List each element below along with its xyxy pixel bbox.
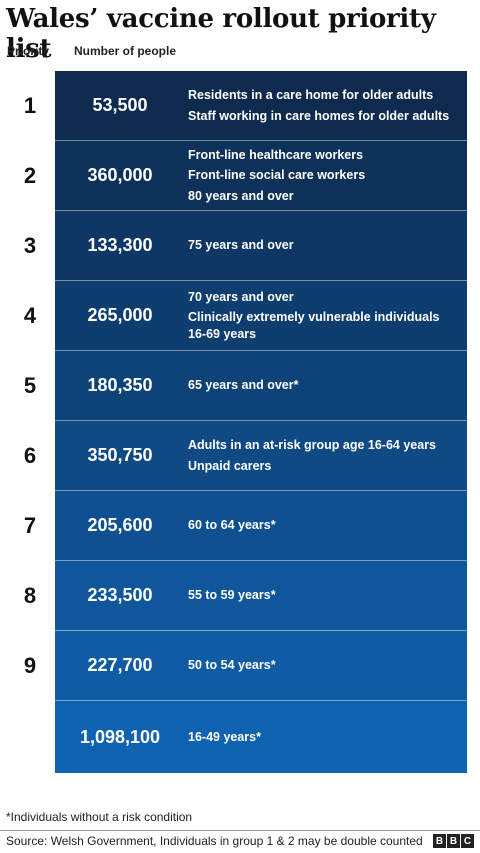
people-count: 1,098,100 bbox=[79, 726, 161, 747]
bbc-logo: B B C bbox=[433, 834, 474, 848]
group-label: Front-line healthcare workers bbox=[188, 148, 364, 163]
priority-number: 2 bbox=[23, 162, 37, 188]
table-row: 4 265,000 70 years and over Clinically extr… bbox=[24, 281, 467, 351]
people-count: 180,350 bbox=[87, 375, 153, 395]
priority-groups: 16-49 years* bbox=[188, 701, 461, 773]
priority-number bbox=[15, 701, 45, 773]
group-label: 75 years and over bbox=[188, 238, 294, 253]
table-row: 8 233,500 55 to 59 years* bbox=[24, 561, 467, 631]
group-label: 16-49 years* bbox=[188, 729, 261, 744]
bbc-logo-letter: B bbox=[433, 834, 446, 848]
group-label: 80 years and over bbox=[188, 188, 294, 203]
footnote: *Individuals without a risk condition bbox=[6, 810, 193, 824]
people-count: 350,750 bbox=[87, 445, 153, 465]
priority-groups: Adults in an at-risk group age 16-64 yea… bbox=[188, 421, 461, 490]
group-label: 55 to 59 years* bbox=[188, 588, 276, 603]
priority-number: 5 bbox=[23, 372, 37, 398]
group-label: 60 to 64 years* bbox=[188, 518, 276, 533]
bbc-logo-letter: C bbox=[461, 834, 474, 848]
priority-number: 3 bbox=[23, 232, 37, 258]
priority-number: 8 bbox=[23, 582, 37, 608]
table-row: 6 350,750 Adults in an at-risk group age 1… bbox=[24, 421, 467, 491]
priority-number: 6 bbox=[23, 442, 37, 468]
priority-groups: Residents in a care home for older adult… bbox=[188, 71, 461, 140]
group-label: Adults in an at-risk group age 16-64 yea… bbox=[188, 438, 436, 453]
group-label: Unpaid carers bbox=[188, 458, 272, 473]
priority-table: 1 53,500 Residents in a care home for olde… bbox=[24, 71, 467, 773]
source-note: Source: Welsh Government, Individuals in… bbox=[6, 834, 423, 848]
priority-groups: 65 years and over* bbox=[188, 351, 461, 420]
priority-number: 9 bbox=[23, 652, 37, 678]
group-label: 65 years and over* bbox=[188, 378, 299, 393]
people-count: 227,700 bbox=[87, 655, 153, 675]
group-label: Clinically extremely vulnerable individu… bbox=[188, 310, 440, 341]
table-row: 1,098,100 16-49 years* bbox=[55, 701, 467, 773]
group-label: 50 to 54 years* bbox=[188, 658, 276, 673]
footer-divider bbox=[0, 830, 480, 831]
bbc-logo-letter: B bbox=[447, 834, 460, 848]
table-row: 5 180,350 65 years and over* bbox=[24, 351, 467, 421]
priority-number: 7 bbox=[23, 512, 37, 538]
group-label: Front-line social care workers bbox=[188, 168, 366, 183]
table-row: 2 360,000 Front-line healthcare workers Fro… bbox=[24, 141, 467, 211]
priority-groups: Front-line healthcare workers Front-line … bbox=[188, 141, 461, 210]
table-row: 1 53,500 Residents in a care home for olde… bbox=[24, 71, 467, 141]
people-count: 265,000 bbox=[87, 305, 153, 325]
priority-number: 1 bbox=[23, 92, 37, 118]
table-row: 7 205,600 60 to 64 years* bbox=[24, 491, 467, 561]
group-label: 70 years and over bbox=[188, 290, 294, 305]
table-row: 3 133,300 75 years and over bbox=[24, 211, 467, 281]
people-count: 233,500 bbox=[87, 585, 153, 605]
chart-title: Wales’ vaccine rollout priority list bbox=[6, 4, 436, 64]
people-count: 360,000 bbox=[87, 165, 153, 185]
people-column-header: Number of people bbox=[74, 44, 177, 58]
priority-groups: 50 to 54 years* bbox=[188, 631, 461, 700]
priority-groups: 70 years and over Clinically extremely vu… bbox=[188, 281, 461, 350]
table-row: 9 227,700 50 to 54 years* bbox=[24, 631, 467, 701]
people-count: 53,500 bbox=[92, 95, 148, 115]
priority-groups: 55 to 59 years* bbox=[188, 561, 461, 630]
people-count: 133,300 bbox=[87, 235, 153, 255]
people-count: 205,600 bbox=[87, 515, 153, 535]
priority-groups: 60 to 64 years* bbox=[188, 491, 461, 560]
priority-groups: 75 years and over bbox=[188, 211, 461, 280]
group-label: Staff working in care homes for older ad… bbox=[188, 108, 450, 123]
priority-number: 4 bbox=[23, 302, 37, 328]
priority-column-header: Priority bbox=[7, 44, 50, 58]
group-label: Residents in a care home for older adult… bbox=[188, 88, 434, 103]
